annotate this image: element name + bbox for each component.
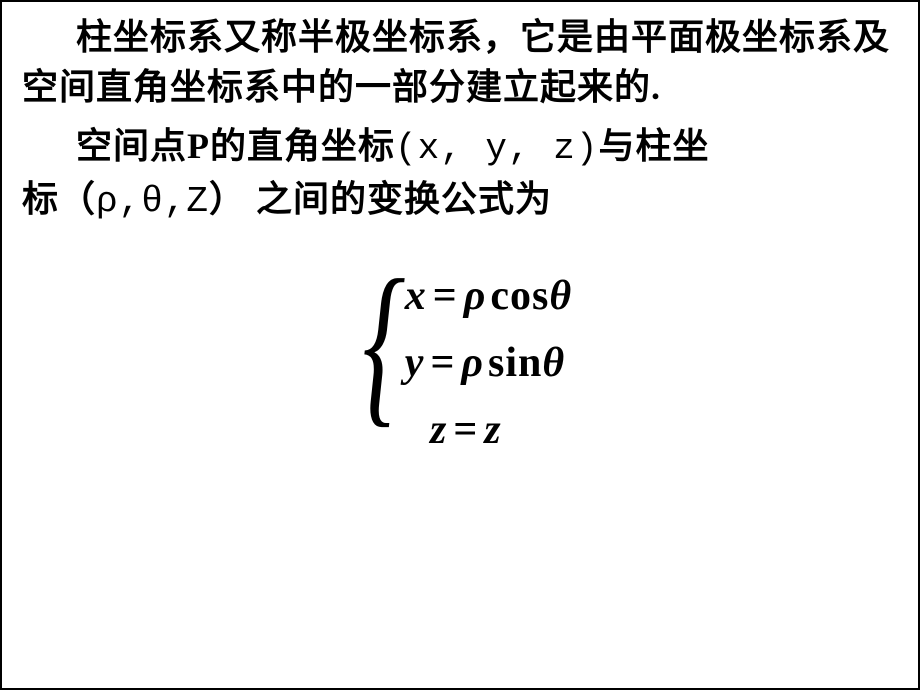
equation-y: y=ρsinθ xyxy=(405,330,572,397)
eq3-op: = xyxy=(453,407,478,453)
eq1-op: = xyxy=(433,273,458,319)
equation-z: z=z xyxy=(405,397,572,464)
left-brace-icon: { xyxy=(362,248,405,480)
eq1-theta: θ xyxy=(549,273,572,319)
eq2-lhs: y xyxy=(405,340,425,386)
para2-line2-prefix: 标（ xyxy=(22,179,96,219)
eq2-rho: ρ xyxy=(461,340,484,386)
paragraph-transformation: 空间点P的直角坐标(x, y, z)与柱坐 标（ρ,θ,Z） 之间的变换公式为 xyxy=(22,121,898,228)
eq1-rho: ρ xyxy=(464,273,487,319)
para2-mid: 与柱坐 xyxy=(598,126,709,166)
para2-prefix: 空间点P的直角坐标 xyxy=(76,126,395,166)
eq2-sin: sin xyxy=(488,340,542,386)
cartesian-coords: (x, y, z) xyxy=(395,128,598,169)
eq2-op: = xyxy=(430,340,455,386)
eq3-rhs: z xyxy=(484,407,501,453)
eq2-theta: θ xyxy=(542,340,565,386)
eq1-lhs: x xyxy=(405,273,427,319)
formula-container: { x=ρcosθ y=ρsinθ z=z xyxy=(22,248,898,480)
slide-container: 柱坐标系又称半极坐标系，它是由平面极坐标系及空间直角坐标系中的一部分建立起来的.… xyxy=(0,0,920,690)
cylindrical-coords: ρ,θ,Z xyxy=(96,181,209,222)
para2-line2-suffix: ） 之间的变换公式为 xyxy=(209,179,552,219)
equation-x: x=ρcosθ xyxy=(405,263,572,330)
eq3-lhs: z xyxy=(430,407,447,453)
eq1-cos: cos xyxy=(490,273,549,319)
formula-brace-wrapper: { x=ρcosθ y=ρsinθ z=z xyxy=(348,248,572,480)
paragraph-definition: 柱坐标系又称半极坐标系，它是由平面极坐标系及空间直角坐标系中的一部分建立起来的. xyxy=(22,12,898,113)
equations-group: x=ρcosθ y=ρsinθ z=z xyxy=(405,248,572,480)
